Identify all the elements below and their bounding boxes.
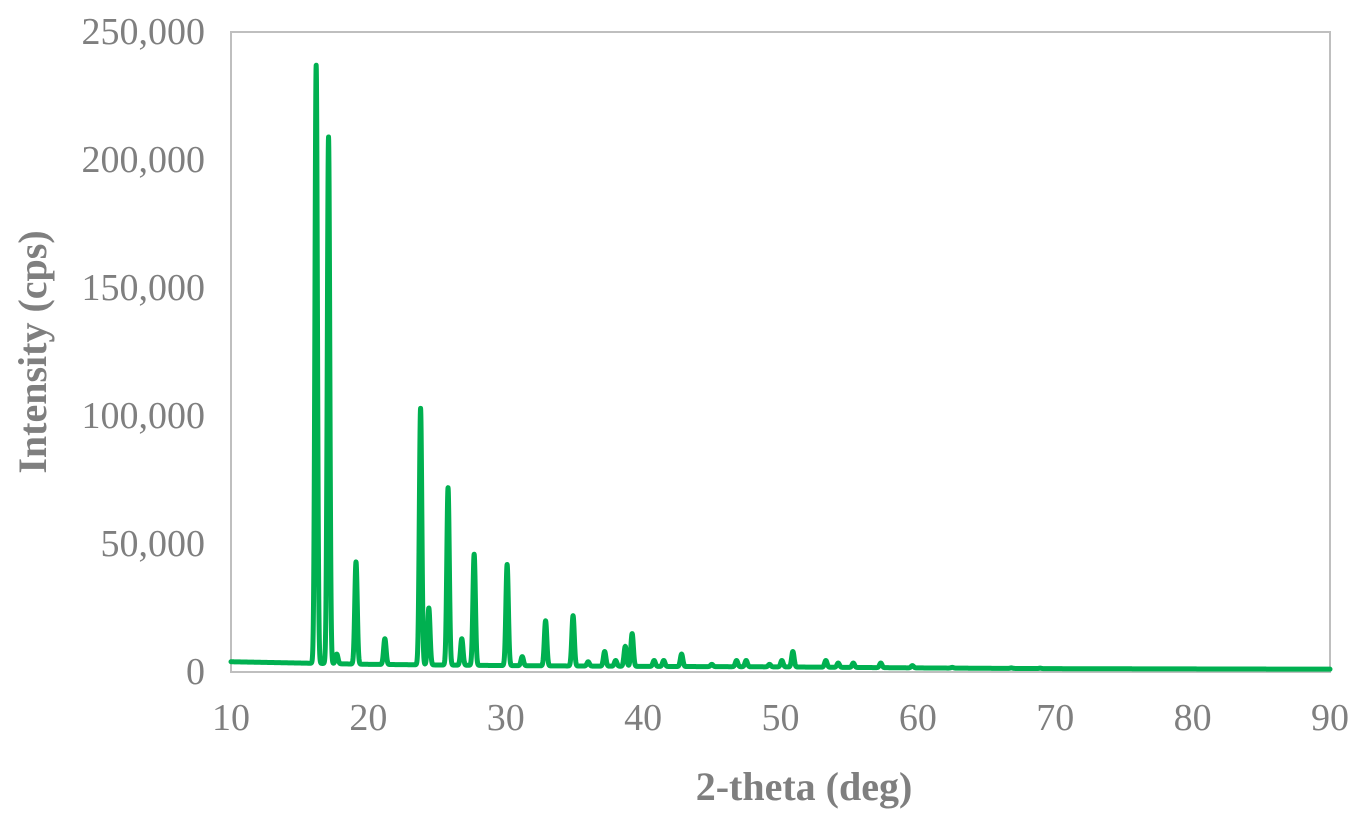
y-tick-label: 100,000	[82, 395, 206, 437]
x-tick-label: 70	[1036, 697, 1074, 739]
x-axis: 10 20 30 40 50 60 70 80 90	[212, 697, 1349, 739]
x-tick-label: 30	[487, 697, 525, 739]
x-tick-label: 20	[349, 697, 387, 739]
y-axis-title: Intensity (cps)	[10, 230, 55, 473]
x-tick-label: 80	[1174, 697, 1212, 739]
plot-area-border	[230, 31, 1331, 673]
y-tick-label: 200,000	[82, 139, 206, 181]
y-tick-label: 150,000	[82, 267, 206, 309]
y-tick-label: 0	[186, 651, 205, 693]
y-axis: 0 50,000 100,000 150,000 200,000 250,000	[82, 11, 206, 693]
x-tick-label: 50	[762, 697, 800, 739]
x-tick-label: 60	[899, 697, 937, 739]
series-line	[228, 62, 1333, 672]
y-tick-label: 250,000	[82, 11, 206, 53]
x-axis-title: 2-theta (deg)	[696, 764, 913, 809]
x-tick-label: 40	[624, 697, 662, 739]
x-tick-label: 90	[1311, 697, 1349, 739]
y-tick-label: 50,000	[101, 523, 206, 565]
x-tick-label: 10	[212, 697, 250, 739]
